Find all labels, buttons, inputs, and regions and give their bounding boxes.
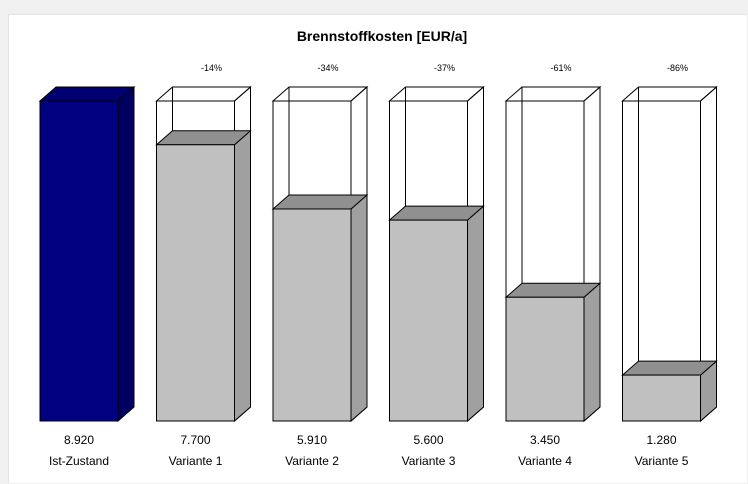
bar — [156, 144, 235, 422]
bars-group: 8.920 Ist-Zustand -14% 7.700 Variante 1 -34% 5… — [38, 63, 718, 468]
bar-top — [271, 194, 369, 210]
category-label: Variante 3 — [402, 454, 456, 468]
bar-side — [467, 205, 484, 423]
bar-side — [350, 193, 368, 423]
percent-label: -61% — [550, 63, 571, 73]
bar — [272, 208, 352, 422]
chart-title: Brennstoffkosten [EUR/a] — [297, 28, 467, 44]
percent-label: -14% — [201, 63, 222, 73]
value-label: 5.910 — [297, 433, 327, 447]
value-label: 1.280 — [646, 433, 676, 447]
bar — [622, 374, 701, 422]
bar-side — [234, 129, 251, 423]
value-label: 5.600 — [413, 433, 443, 447]
percent-label: -37% — [434, 63, 455, 73]
bar — [389, 219, 468, 422]
bar-top — [388, 205, 485, 221]
bar-side — [117, 85, 135, 423]
category-label: Variante 5 — [635, 454, 689, 468]
bar-top — [504, 282, 602, 298]
value-label: 8.920 — [64, 433, 94, 447]
category-label: Variante 4 — [518, 454, 572, 468]
bar-top — [38, 86, 136, 102]
category-label: Variante 1 — [169, 454, 223, 468]
bar — [505, 296, 585, 422]
bar-top — [621, 360, 718, 376]
category-label: Variante 2 — [285, 454, 339, 468]
bar — [39, 100, 119, 422]
percent-label: -34% — [317, 63, 338, 73]
value-label: 3.450 — [530, 433, 560, 447]
chart-panel: Brennstoffkosten [EUR/a] 8.920 Ist-Zustan… — [8, 14, 747, 483]
bar-chart: Brennstoffkosten [EUR/a] 8.920 Ist-Zustan… — [38, 28, 718, 468]
category-label: Ist-Zustand — [49, 454, 109, 468]
bar-side — [583, 282, 601, 423]
bar-top — [155, 130, 252, 146]
percent-label: -86% — [667, 63, 688, 73]
value-label: 7.700 — [180, 433, 210, 447]
